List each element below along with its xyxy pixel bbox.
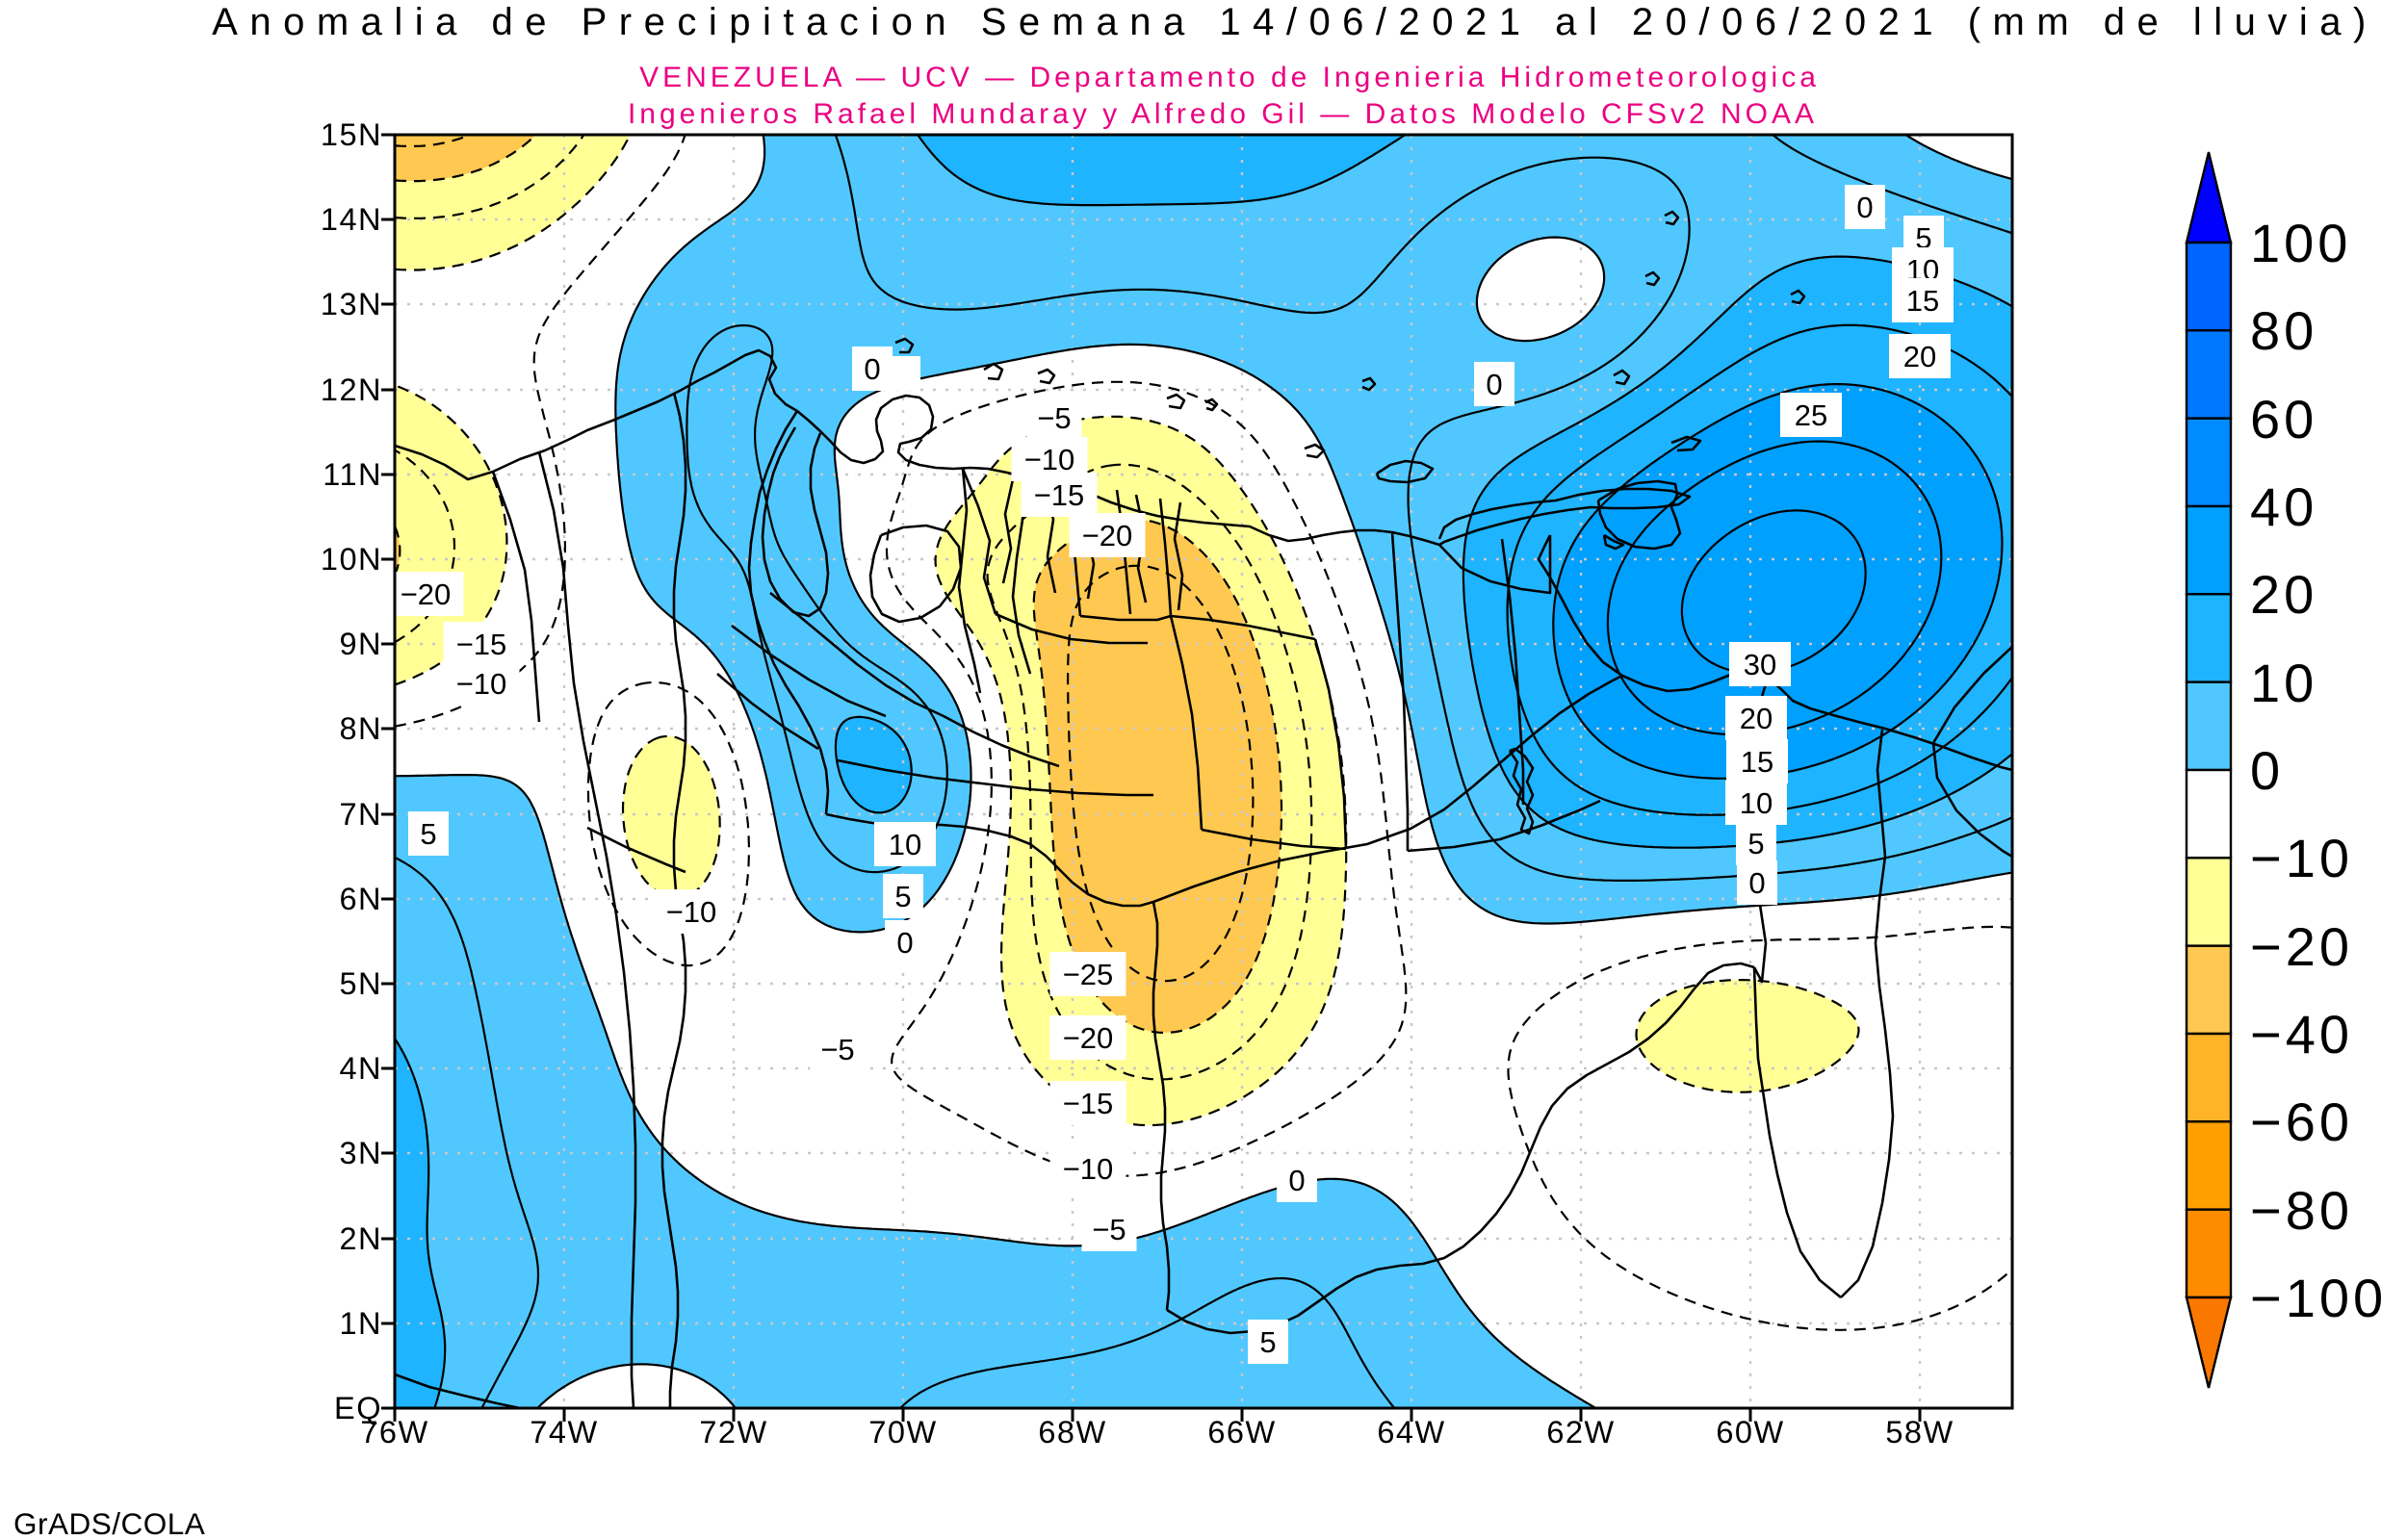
- svg-text:74W: 74W: [530, 1415, 598, 1450]
- svg-text:−15: −15: [1034, 478, 1085, 512]
- svg-text:62W: 62W: [1546, 1415, 1615, 1450]
- svg-text:76W: 76W: [360, 1415, 428, 1450]
- svg-text:5: 5: [1747, 827, 1764, 860]
- svg-text:5: 5: [1259, 1325, 1276, 1359]
- svg-text:11N: 11N: [323, 457, 382, 492]
- svg-text:2N: 2N: [339, 1221, 382, 1256]
- svg-text:6N: 6N: [339, 882, 382, 916]
- svg-text:10: 10: [1740, 786, 1773, 820]
- svg-text:9N: 9N: [339, 627, 382, 661]
- svg-text:−10: −10: [456, 667, 507, 701]
- svg-text:20: 20: [2250, 564, 2317, 625]
- svg-text:72W: 72W: [699, 1415, 767, 1450]
- svg-text:−10: −10: [2250, 828, 2353, 888]
- svg-text:−10: −10: [1024, 443, 1075, 476]
- svg-text:−20: −20: [1063, 1021, 1114, 1055]
- svg-text:−15: −15: [456, 628, 507, 661]
- svg-text:EQ: EQ: [334, 1391, 382, 1425]
- svg-text:3N: 3N: [339, 1136, 382, 1170]
- svg-text:−20: −20: [2250, 916, 2353, 977]
- svg-text:Ingenieros Rafael Mundaray y A: Ingenieros Rafael Mundaray y Alfredo Gil…: [628, 98, 1818, 130]
- svg-text:58W: 58W: [1885, 1415, 1954, 1450]
- svg-text:40: 40: [2250, 476, 2317, 537]
- svg-text:−25: −25: [1063, 958, 1114, 991]
- svg-text:15N: 15N: [321, 117, 382, 152]
- svg-text:13N: 13N: [321, 287, 382, 321]
- svg-text:−20: −20: [1082, 519, 1133, 552]
- svg-text:7N: 7N: [339, 797, 382, 832]
- svg-text:0: 0: [1856, 191, 1873, 224]
- svg-text:−100: −100: [2250, 1268, 2387, 1328]
- svg-text:20: 20: [1903, 340, 1936, 373]
- svg-text:0: 0: [864, 352, 880, 386]
- svg-text:30: 30: [1744, 648, 1776, 681]
- svg-text:60W: 60W: [1716, 1415, 1784, 1450]
- svg-text:10: 10: [2250, 653, 2317, 713]
- svg-text:5: 5: [1915, 221, 1931, 255]
- svg-text:−5: −5: [820, 1033, 854, 1066]
- svg-text:68W: 68W: [1038, 1415, 1106, 1450]
- svg-text:−40: −40: [2250, 1004, 2353, 1065]
- svg-text:−10: −10: [1063, 1152, 1114, 1186]
- svg-text:100: 100: [2250, 213, 2351, 273]
- svg-text:GrADS/COLA: GrADS/COLA: [13, 1506, 205, 1540]
- svg-text:64W: 64W: [1377, 1415, 1445, 1450]
- svg-text:1N: 1N: [339, 1306, 382, 1341]
- svg-text:−5: −5: [1037, 401, 1071, 435]
- svg-text:0: 0: [1288, 1164, 1305, 1197]
- svg-text:0: 0: [2250, 740, 2284, 801]
- svg-text:5N: 5N: [339, 966, 382, 1001]
- svg-text:10N: 10N: [321, 542, 382, 577]
- svg-text:−60: −60: [2250, 1091, 2353, 1152]
- svg-text:−80: −80: [2250, 1180, 2353, 1241]
- svg-text:0: 0: [1748, 866, 1765, 900]
- svg-text:−15: −15: [1063, 1087, 1114, 1120]
- svg-text:66W: 66W: [1207, 1415, 1276, 1450]
- svg-text:−10: −10: [666, 895, 717, 929]
- svg-text:8N: 8N: [339, 711, 382, 746]
- svg-text:70W: 70W: [868, 1415, 937, 1450]
- svg-text:10: 10: [889, 828, 921, 861]
- svg-text:−20: −20: [401, 578, 452, 611]
- svg-text:15: 15: [1906, 284, 1939, 318]
- svg-text:−5: −5: [1092, 1213, 1126, 1246]
- svg-text:25: 25: [1795, 398, 1827, 432]
- svg-text:0: 0: [896, 926, 913, 960]
- svg-text:20: 20: [1740, 702, 1773, 735]
- svg-text:12N: 12N: [321, 372, 382, 407]
- svg-text:14N: 14N: [321, 202, 382, 237]
- svg-text:5: 5: [894, 880, 911, 913]
- svg-text:VENEZUELA — UCV — Departamento: VENEZUELA — UCV — Departamento de Ingeni…: [639, 62, 1820, 93]
- svg-text:0: 0: [1486, 368, 1502, 401]
- svg-text:80: 80: [2250, 300, 2317, 361]
- svg-text:15: 15: [1741, 745, 1773, 779]
- svg-text:5: 5: [420, 817, 436, 851]
- svg-text:4N: 4N: [339, 1051, 382, 1086]
- svg-text:60: 60: [2250, 389, 2317, 449]
- svg-text:Anomalia de Precipitacion Sema: Anomalia de Precipitacion Semana 14/06/2…: [212, 1, 2378, 43]
